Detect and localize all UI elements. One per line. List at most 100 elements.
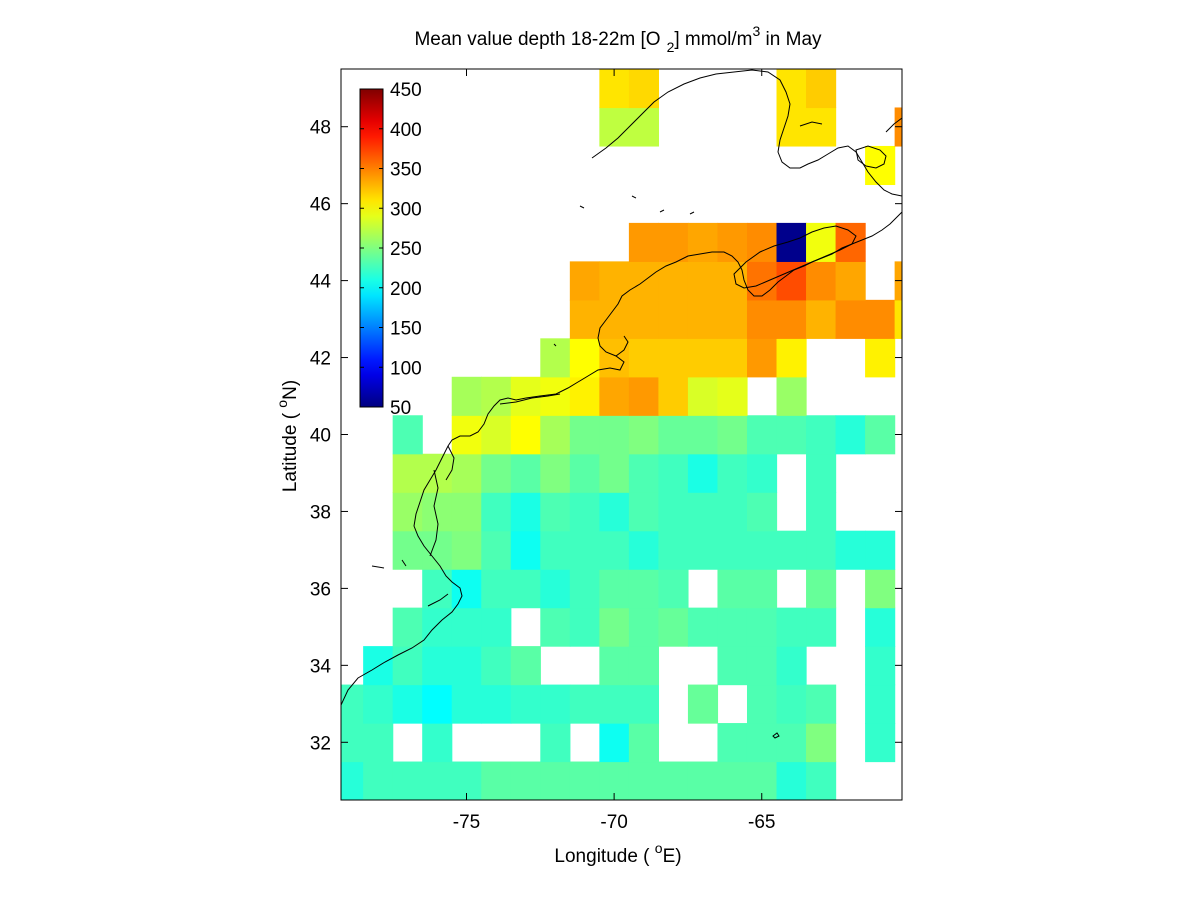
colorbar: 50 100 150 200 250 300 350 400 450 [359,80,422,419]
heatmap-cell [628,222,660,262]
x-axis-ticks: -75 -70 -65 [453,69,775,833]
heatmap-cell [746,569,778,609]
title-superscript: 3 [752,23,760,39]
heatmap-cell [599,338,630,378]
heatmap-cell [658,569,689,609]
heatmap-cell [451,684,482,724]
heatmap-cell [687,299,719,339]
heatmap-cell [510,569,541,609]
heatmap-cell [717,492,748,532]
heatmap-cell [628,646,660,686]
coastline-gulf-islands [855,145,887,169]
heatmap-cell [451,530,482,570]
heatmap-cell [599,607,630,647]
heatmap-cell [628,338,660,378]
heatmap-cell [628,376,660,416]
heatmap-cell [717,723,748,763]
x-tick-label: -75 [453,812,480,833]
heatmap-cell [599,569,630,609]
heatmap-cell [628,453,660,493]
heatmap-cell [569,492,600,532]
heatmap-cell [806,492,837,532]
y-tick-label: 40 [310,426,331,447]
heatmap-cell [806,530,837,570]
heatmap-cell [599,646,630,686]
heatmap-cell [451,453,482,493]
heatmap-cell [540,453,571,493]
heatmap-cell [865,569,896,609]
heatmap-cell [776,222,807,262]
heatmap-cell [392,684,423,724]
coastline-chesapeake [429,469,439,557]
coastline-anticosti [799,121,823,127]
colorbar-gradient [360,89,383,407]
heatmap-cell [599,723,630,763]
heatmap-cell [717,646,748,686]
heatmap-cell [746,684,778,724]
coastline-pamlico-sound [427,593,449,607]
x-tick-label: -65 [748,812,775,833]
heatmap-cell [776,376,807,416]
heatmap-cell [776,415,807,455]
heatmap-cell [540,338,571,378]
heatmap-cell [865,415,896,455]
heatmap-cell [687,492,719,532]
heatmap-cell [451,492,482,532]
x-axis-label-prefix: Longitude ( [554,846,654,867]
heatmap-cell [806,761,837,800]
heatmap-cell [628,492,660,532]
heatmap-cell [363,761,394,800]
heatmap-cell [658,338,689,378]
heatmap-cell [540,415,571,455]
y-axis-ticks: 32 34 36 38 40 42 44 46 48 [310,118,902,754]
heatmap-cell [569,761,600,800]
heatmap-cell [806,107,837,147]
coastline-st-lawrence [591,69,902,197]
colorbar-tick-label: 450 [390,80,422,101]
heatmap-cell [776,530,807,570]
heatmap-cell [658,299,689,339]
colorbar-tick-label: 50 [390,398,411,419]
heatmap-cell [422,684,453,724]
heatmap-cell [481,761,512,800]
heatmap-cell [451,569,482,609]
heatmap-cell [481,376,512,416]
heatmap-cell [658,530,689,570]
heatmap-cell [717,415,748,455]
heatmap-cell [746,338,778,378]
heatmap-cell [451,607,482,647]
colorbar-tick-label: 200 [390,279,422,300]
heatmap-cell [569,415,600,455]
heatmap-cell [746,261,778,301]
colorbar-tick-label: 100 [390,358,422,379]
heatmap-cell [687,415,719,455]
heatmap-cell [746,222,778,262]
heatmap-cell [628,530,660,570]
heatmap-cell [806,684,837,724]
heatmap-cell [776,338,807,378]
heatmap-cell [569,338,600,378]
heatmap-cell [628,723,660,763]
heatmap-cell [569,684,600,724]
y-tick-label: 48 [310,118,331,139]
heatmap-cell [569,299,600,339]
heatmap-cell [776,299,807,339]
x-tick-label: -70 [600,812,627,833]
heatmap-cell [510,492,541,532]
heatmap-cell [510,453,541,493]
heatmap-cell [540,530,571,570]
heatmap-cell [481,684,512,724]
title-suffix: in May [760,29,822,50]
heatmap-cell [865,646,896,686]
heatmap-cell [806,607,837,647]
heatmap-cell [746,492,778,532]
title-prefix: Mean value depth 18-22m [O [414,29,660,50]
heatmap-cells [341,69,902,800]
heatmap-cell [658,222,689,262]
heatmap-cell [865,684,896,724]
heatmap-cell [628,415,660,455]
heatmap-cell [363,684,394,724]
heatmap-cell [510,684,541,724]
heatmap-cell [599,299,630,339]
